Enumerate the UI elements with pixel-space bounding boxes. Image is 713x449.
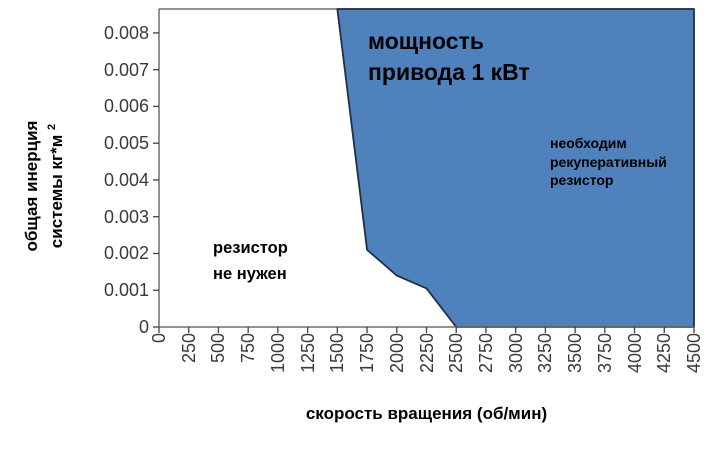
- x-axis-tick-label: 1500: [327, 333, 348, 374]
- x-axis-tick-label: 2250: [416, 333, 437, 374]
- y-axis-tick-label: 0.007: [103, 59, 149, 80]
- y-axis-title-superscript: 2: [46, 123, 59, 130]
- region-polygon: [336, 8, 695, 328]
- x-axis-tick-label: 250: [178, 333, 199, 364]
- x-axis-tick-label: 500: [208, 333, 229, 364]
- blue-region-annotation-line2: рекуперативный: [550, 153, 667, 170]
- x-axis-tick-label: 4000: [624, 333, 645, 374]
- x-axis-tick-label: 3500: [565, 333, 586, 374]
- plot-title-line2: привода 1 кВт: [368, 59, 530, 85]
- x-axis-tick-label: 1750: [357, 333, 378, 374]
- y-axis-title-text: общая инерция системы кг*м 2: [21, 121, 67, 252]
- blue-region-annotation-line3: резистор: [550, 172, 614, 188]
- blue-region-annotation: необходим рекуперативный резистор: [550, 134, 667, 190]
- x-axis-tick-label: 750: [238, 333, 259, 364]
- x-axis-tick-label: 2750: [475, 333, 496, 374]
- white-region-annotation-line1: резистор: [213, 239, 288, 257]
- x-axis-tick-label: 2000: [386, 333, 407, 374]
- y-axis-tick-label: 0.001: [103, 280, 149, 301]
- x-axis-tick-label: 4250: [654, 333, 675, 374]
- x-axis-tick-label: 3000: [505, 333, 526, 374]
- y-axis-tick-label: 0.006: [103, 96, 149, 117]
- x-axis-tick-label: 1250: [297, 333, 318, 374]
- y-axis-tick-label: 0: [138, 317, 149, 337]
- plot-title-line1: мощность: [368, 28, 484, 54]
- white-region-annotation: резистор не нужен: [213, 235, 288, 287]
- y-axis-tick-label: 0.004: [103, 169, 149, 190]
- blue-region-annotation-line1: необходим: [550, 135, 627, 151]
- x-axis-tick-label: 1000: [267, 333, 288, 374]
- y-axis-tick-label: 0.008: [103, 22, 149, 43]
- plot-title: мощность привода 1 кВт: [368, 26, 530, 88]
- x-axis-tick-label: 0: [149, 333, 169, 344]
- x-axis-tick-label: 3250: [535, 333, 556, 374]
- x-axis-title: скорость вращения (об/мин): [305, 404, 548, 423]
- white-region-annotation-line2: не нужен: [213, 265, 287, 283]
- y-axis-tick-label: 0.003: [103, 206, 149, 227]
- y-axis-title-line2: системы кг*м: [46, 134, 66, 249]
- y-axis-tick-label: 0.005: [103, 133, 149, 154]
- x-axis-tick-label: 2500: [446, 333, 467, 374]
- y-axis-title-line1: общая инерция: [22, 120, 42, 252]
- y-axis-tick-label: 0.002: [103, 243, 149, 264]
- x-axis-tick-label: 4500: [684, 333, 704, 374]
- x-axis-tick-label: 3750: [594, 333, 615, 374]
